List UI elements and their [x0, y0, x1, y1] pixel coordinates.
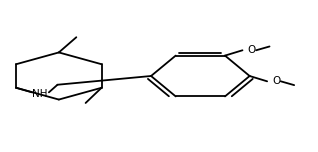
- Text: O: O: [247, 45, 255, 55]
- Text: NH: NH: [32, 89, 48, 99]
- Text: O: O: [272, 76, 280, 86]
